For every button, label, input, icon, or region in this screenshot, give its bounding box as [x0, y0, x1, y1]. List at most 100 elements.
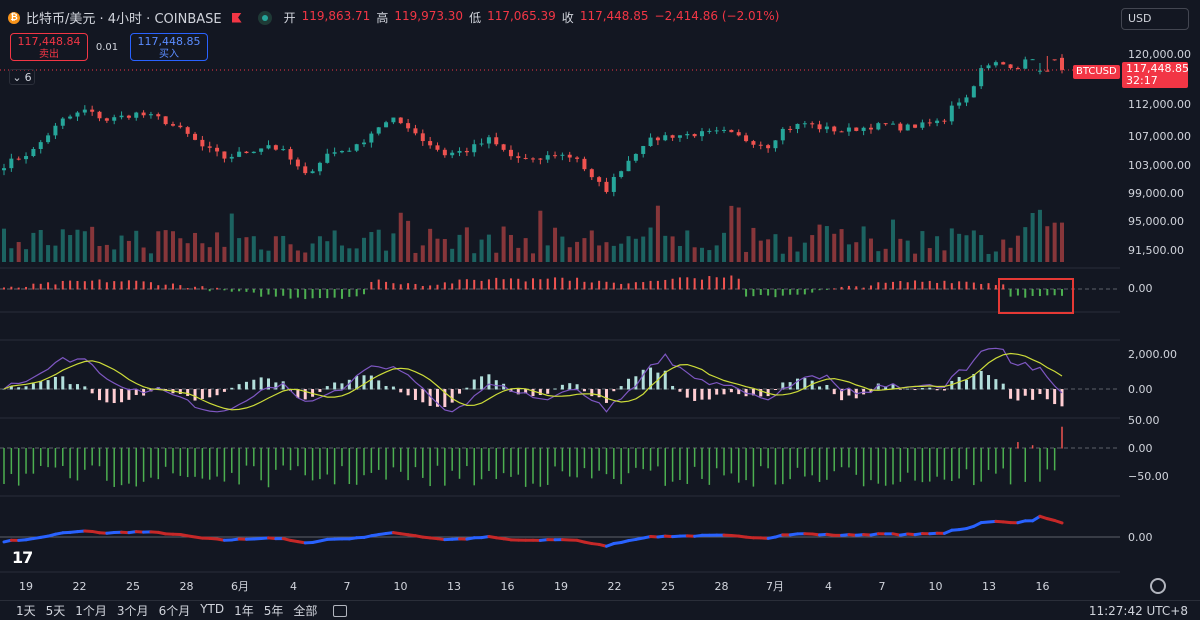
range-button[interactable]: 3个月 [116, 604, 149, 618]
price-axis-label: 112,000.00 [1128, 98, 1191, 111]
symbol-title[interactable]: 比特币/美元 · 4小时 · COINBASE [26, 12, 222, 27]
osc1-bar [884, 282, 887, 290]
volume-bar [148, 253, 153, 262]
candle [868, 127, 873, 130]
volume-bar [450, 248, 455, 262]
macd-hist-bar [920, 388, 924, 390]
osc1-bar [223, 289, 226, 291]
osc1-bar [355, 289, 358, 297]
macd-hist-bar [428, 389, 432, 406]
osc1-bar [201, 286, 204, 290]
range-button[interactable]: 5年 [263, 604, 284, 618]
volume-bar [170, 231, 175, 262]
osc1-bar [443, 282, 446, 290]
macd-hist-bar [90, 389, 94, 394]
volume-bar [185, 243, 190, 262]
osc2-bar [400, 448, 402, 472]
osc2-bar [113, 448, 115, 487]
volume-bar [751, 227, 756, 262]
candle [112, 117, 117, 121]
osc1-bar [730, 275, 733, 290]
osc2-bar [282, 448, 284, 466]
osc1-bar [245, 289, 248, 292]
candle [597, 177, 602, 182]
range-button[interactable]: 全部 [293, 604, 318, 618]
range-button[interactable]: 5天 [45, 604, 66, 618]
macd-hist-bar [649, 367, 653, 390]
osc1-bar [561, 277, 564, 290]
macd-hist-bar [435, 389, 439, 407]
range-button[interactable]: 6个月 [158, 604, 191, 618]
candle [979, 68, 984, 87]
sell-button[interactable]: 117,448.84 卖出 [10, 33, 88, 61]
calendar-icon[interactable] [333, 604, 348, 617]
range-button[interactable]: 1天 [16, 604, 36, 618]
candle [97, 111, 102, 119]
volume-bar [435, 238, 440, 262]
candle [266, 145, 271, 149]
macd-hist-bar [83, 386, 87, 390]
gear-icon[interactable] [1150, 578, 1166, 594]
osc2-bar [1031, 445, 1034, 449]
candle [442, 149, 447, 156]
osc2-bar [532, 448, 534, 484]
osc1-bar [135, 280, 138, 290]
osc1-bar [142, 281, 145, 290]
volume-bar [508, 234, 513, 262]
macd-hist-bar [186, 389, 190, 396]
range-button[interactable]: YTD [200, 602, 225, 616]
osc2-bar [686, 448, 689, 484]
buy-button[interactable]: 117,448.85 买入 [130, 33, 208, 61]
osc1-bar [238, 289, 241, 292]
macd-hist-bar [112, 389, 116, 404]
candle [993, 62, 998, 66]
time-axis-label: 4 [290, 580, 297, 593]
volume-bar [876, 251, 881, 262]
osc2-bar [275, 448, 277, 470]
volume-bar [839, 229, 844, 262]
macd-hist-bar [134, 389, 138, 395]
range-button[interactable]: 1年 [234, 604, 254, 618]
osc2-axis-label: 50.00 [1128, 414, 1160, 427]
low-value: 117,065.39 [487, 9, 556, 23]
candle [589, 169, 594, 178]
range-button[interactable]: 1个月 [75, 604, 107, 618]
indicator-toggle[interactable]: ⌄ 6 [9, 69, 35, 85]
osc2-bar [363, 448, 365, 476]
candle [692, 134, 697, 137]
osc1-bar [473, 279, 476, 290]
volume-bar [325, 241, 330, 262]
time-axis-label: 28 [715, 580, 729, 593]
flag-icon[interactable] [231, 12, 242, 23]
eye-icon[interactable] [257, 10, 272, 25]
candle [1001, 62, 1006, 65]
candle [2, 168, 6, 171]
macd-hist-bar [200, 389, 204, 399]
candle [1052, 59, 1057, 61]
macd-hist-bar [627, 378, 631, 390]
osc2-bar [510, 448, 512, 477]
macd-hist-bar [377, 380, 381, 390]
macd-hist-bar [964, 379, 968, 390]
volume-bar [619, 243, 624, 262]
volume-bar [420, 245, 425, 262]
currency-select[interactable]: USD [1121, 8, 1189, 30]
candle [766, 145, 771, 149]
tradingview-logo[interactable]: 17 [12, 548, 33, 567]
volume-bar [1037, 209, 1042, 262]
candle [457, 150, 462, 153]
osc2-bar [973, 448, 975, 486]
osc2-bar [502, 448, 505, 474]
macd-hist-bar [39, 380, 43, 390]
clock[interactable]: 11:27:42 UTC+8 [1088, 603, 1188, 618]
osc2-bar [488, 448, 490, 472]
chart-canvas[interactable]: 120,000.00 112,000.00 107,000.00 103,000.00… [0, 0, 1200, 600]
osc1-bar [157, 285, 160, 290]
volume-bar [677, 245, 682, 262]
candle [376, 127, 381, 134]
macd-hist-bar [597, 389, 601, 398]
volume-bar [802, 242, 807, 262]
candle [832, 126, 837, 132]
macd-hist-bar [553, 388, 557, 390]
